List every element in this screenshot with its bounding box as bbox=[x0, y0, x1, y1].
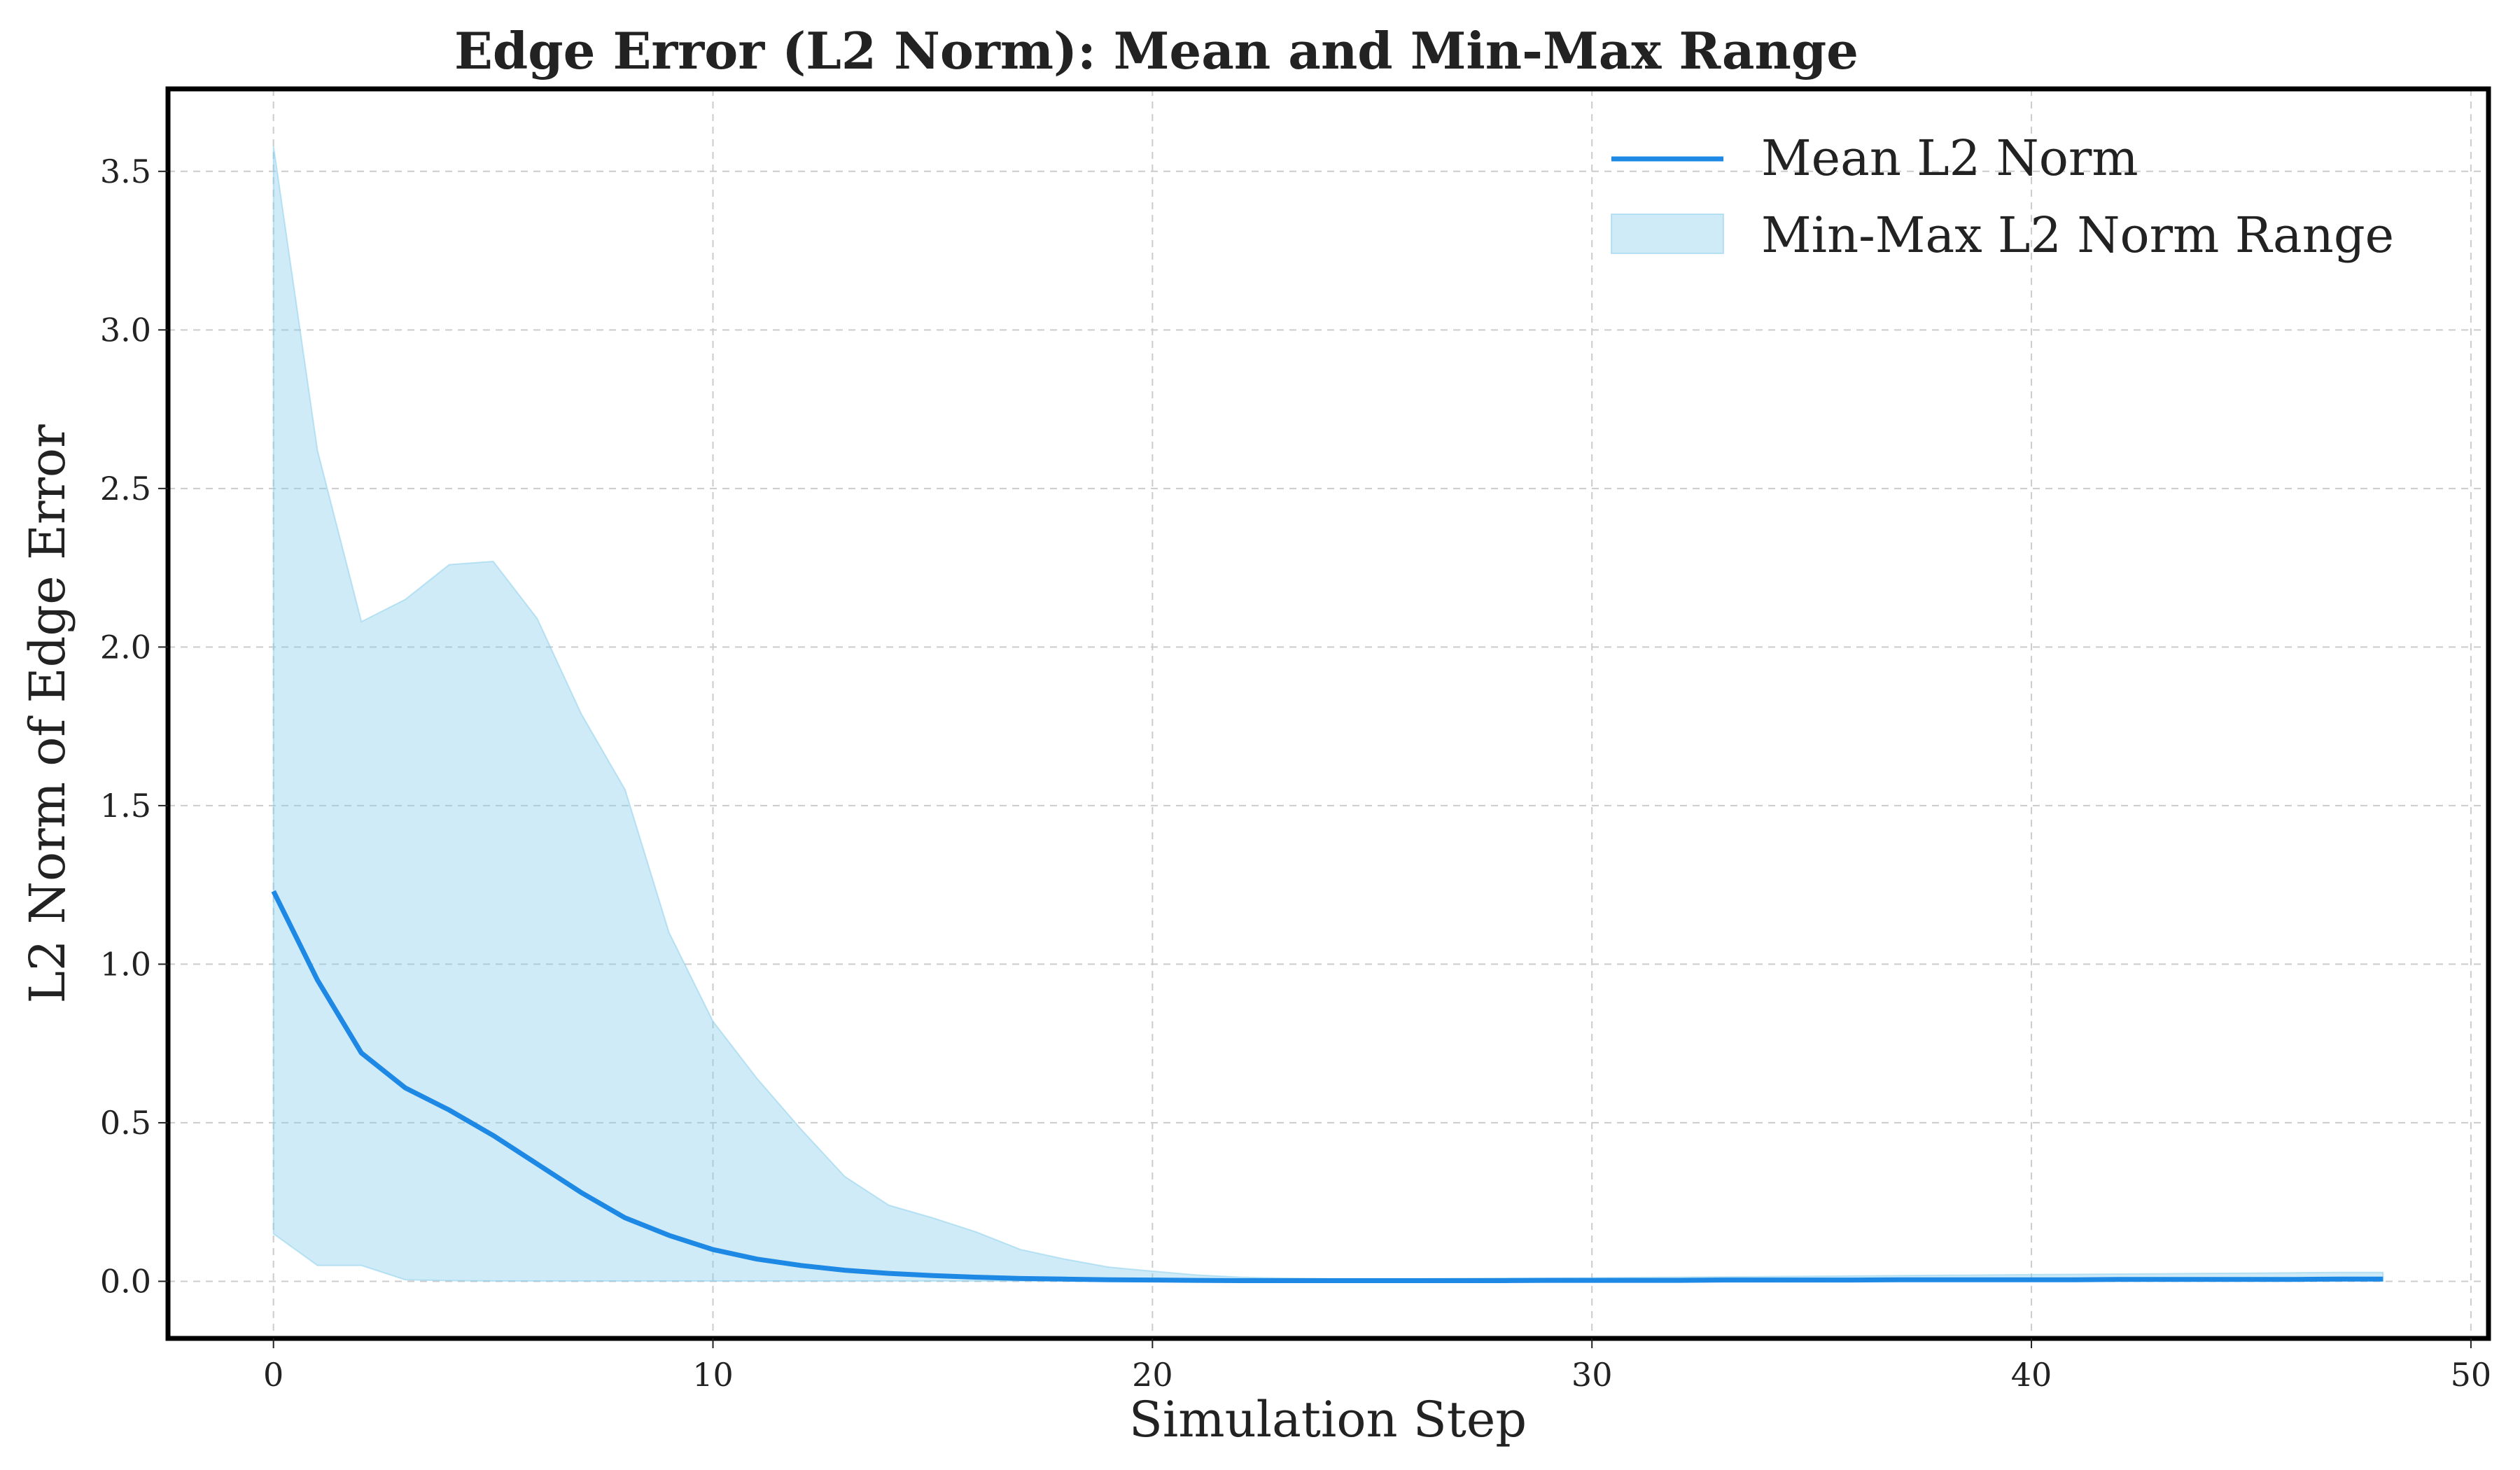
y-tick-label: 2.5 bbox=[100, 470, 151, 507]
x-tick-label: 40 bbox=[2011, 1356, 2052, 1394]
y-axis-label: L2 Norm of Edge Error bbox=[19, 424, 76, 1004]
legend-swatch-range bbox=[1611, 214, 1724, 254]
tick-layer: 0 10 20 30 40 50 0.0 0.5 1.0 1.5 2.0 2.5 3.0 3.5 bbox=[100, 153, 2491, 1394]
y-tick-label: 3.0 bbox=[100, 311, 151, 349]
legend-label-mean: Mean L2 Norm bbox=[1761, 130, 2138, 187]
y-tick-label: 0.0 bbox=[100, 1262, 151, 1300]
y-tick-label: 1.5 bbox=[100, 787, 151, 825]
legend: Mean L2 Norm Min-Max L2 Norm Range bbox=[1611, 130, 2394, 264]
mean-l2-norm-line bbox=[271, 890, 2384, 1283]
y-tick-label: 0.5 bbox=[100, 1104, 151, 1142]
x-axis-label: Simulation Step bbox=[1129, 1391, 1527, 1448]
y-tick-label: 1.0 bbox=[100, 945, 151, 983]
x-tick-label: 20 bbox=[1132, 1356, 1173, 1394]
x-tick-label: 10 bbox=[692, 1356, 734, 1394]
min-max-range-band bbox=[272, 146, 2384, 1282]
x-tick-label: 0 bbox=[263, 1356, 284, 1394]
x-tick-label: 30 bbox=[1572, 1356, 1613, 1394]
plot-frame bbox=[165, 86, 2491, 1341]
line-layer bbox=[271, 890, 2384, 1283]
band-layer bbox=[272, 146, 2384, 1282]
y-tick-label: 3.5 bbox=[100, 153, 151, 190]
chart-title: Edge Error (L2 Norm): Mean and Min-Max R… bbox=[454, 21, 1858, 80]
y-tick-label: 2.0 bbox=[100, 628, 151, 666]
x-tick-label: 50 bbox=[2451, 1356, 2492, 1394]
legend-label-range: Min-Max L2 Norm Range bbox=[1761, 206, 2394, 264]
